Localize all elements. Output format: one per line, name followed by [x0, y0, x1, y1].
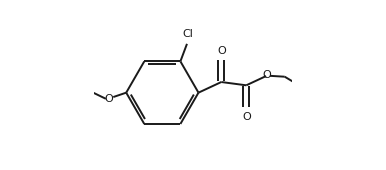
- Text: O: O: [242, 112, 251, 122]
- Text: O: O: [217, 46, 226, 56]
- Text: Cl: Cl: [183, 29, 193, 39]
- Text: O: O: [104, 94, 113, 104]
- Text: O: O: [263, 70, 272, 80]
